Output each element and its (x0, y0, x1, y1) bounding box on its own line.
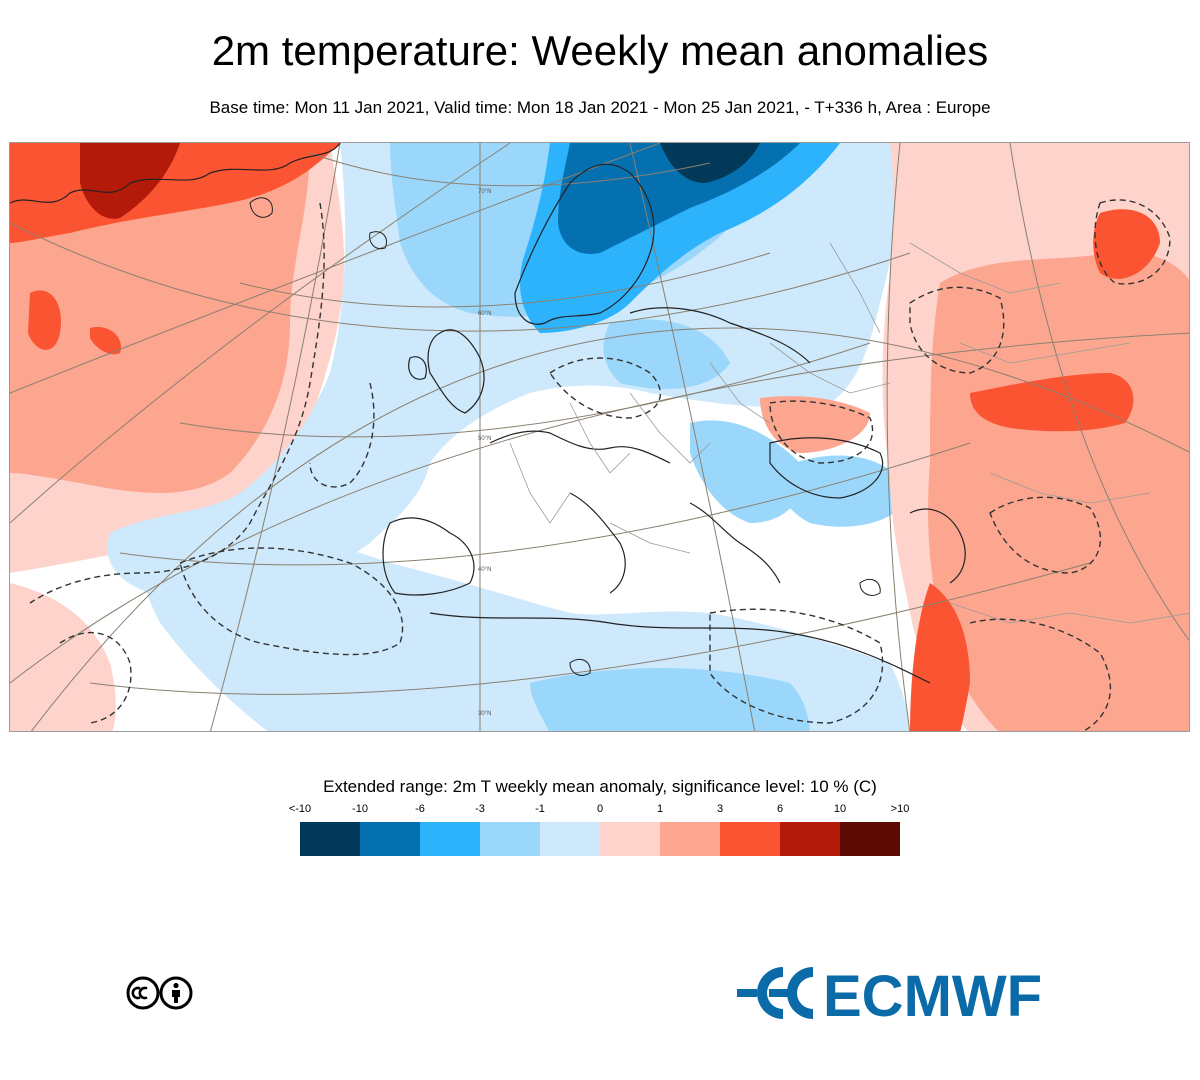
legend-tick: 3 (716, 803, 724, 815)
russia-strong-warm (970, 373, 1134, 432)
ecmwf-logo[interactable]: ECMWF (735, 963, 1080, 1023)
legend-tick: -1 (535, 803, 545, 815)
scandinavia-very-strong-cold (558, 143, 800, 254)
ecmwf-logo-text: ECMWF (823, 964, 1042, 1023)
cc-by-icon[interactable] (126, 975, 194, 1011)
legend-swatch (300, 822, 360, 856)
islands (249, 197, 881, 676)
black-sea-cold (770, 455, 910, 527)
legend-tick-labels: <-10 -10 -6 -3 -1 0 1 3 6 10 >10 (270, 802, 930, 818)
europe-light-cold (107, 143, 911, 617)
legend-swatch (480, 822, 540, 856)
greenland-very-strong-warm (80, 143, 180, 219)
legend-title: Extended range: 2m T weekly mean anomaly… (323, 777, 877, 796)
legend-color-bar (300, 822, 900, 856)
lat-label-30: 30°N (478, 711, 491, 717)
legend-tick: 10 (833, 803, 847, 815)
anomaly-map[interactable]: 70°N 60°N 50°N 40°N 30°N (9, 142, 1190, 732)
lat-label-50: 50°N (478, 436, 491, 442)
legend-swatch (720, 822, 780, 856)
lat-label-70: 70°N (478, 189, 491, 195)
legend-tick: <-10 (288, 803, 312, 815)
legend-tick: -10 (352, 803, 368, 815)
russia-strong-warm-2 (1093, 209, 1160, 279)
anomaly-map-svg: 70°N 60°N 50°N 40°N 30°N (10, 143, 1189, 731)
ukraine-warm (760, 396, 870, 453)
mediterranean-cold (530, 668, 810, 731)
balkans-cold (690, 420, 803, 523)
legend-tick: >10 (890, 803, 910, 815)
turkey-warm (950, 570, 1136, 731)
north-africa-warm (910, 583, 970, 731)
azores-warm-anomaly (10, 583, 116, 731)
map-title: 2m temperature: Weekly mean anomalies (211, 27, 989, 74)
map-subtitle: Base time: Mon 11 Jan 2021, Valid time: … (209, 98, 991, 117)
coastlines (10, 143, 966, 684)
legend-swatch (540, 822, 600, 856)
legend-swatch (780, 822, 840, 856)
legend-swatch (600, 822, 660, 856)
legend-tick: 6 (776, 803, 784, 815)
legend-tick: 1 (656, 803, 664, 815)
legend-tick: 0 (596, 803, 604, 815)
legend-swatch (420, 822, 480, 856)
country-borders (509, 242, 1189, 624)
atlantic-warm-patch-2 (90, 327, 121, 355)
legend-tick: -3 (475, 803, 485, 815)
legend-swatch (840, 822, 900, 856)
legend-swatch (360, 822, 420, 856)
legend-tick: -6 (415, 803, 425, 815)
atlantic-warm-patch (28, 290, 61, 350)
significance-contours (29, 199, 1171, 731)
graticule (10, 143, 1189, 731)
atlantic-warm-anomaly-moderate (10, 143, 310, 493)
lat-label-40: 40°N (478, 567, 491, 573)
baltic-cold (603, 319, 730, 389)
latitude-circles (89, 152, 1091, 695)
lat-label-60: 60°N (478, 311, 491, 317)
legend-swatch (660, 822, 720, 856)
